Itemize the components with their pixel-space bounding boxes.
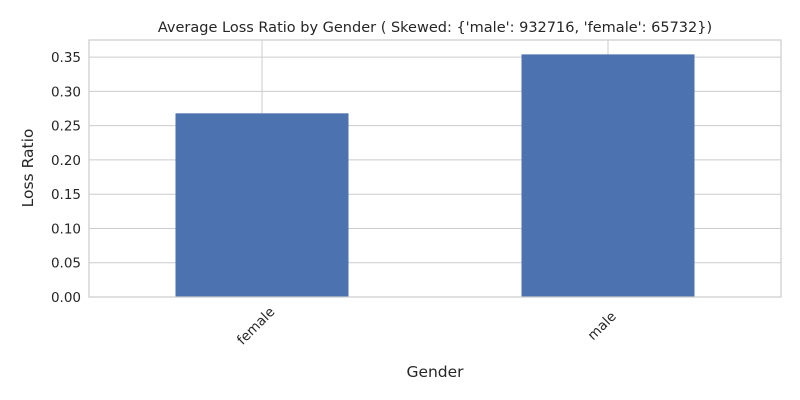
y-tick-label: 0.20	[51, 153, 81, 169]
y-axis-label: Loss Ratio	[19, 129, 37, 208]
chart-title: Average Loss Ratio by Gender ( Skewed: {…	[158, 20, 712, 36]
y-tick-label: 0.05	[51, 256, 81, 272]
y-tick-label: 0.15	[51, 187, 81, 203]
y-tick-label: 0.00	[51, 290, 81, 306]
y-tick-label: 0.30	[51, 84, 81, 100]
bar-female	[175, 113, 349, 298]
y-tick-label: 0.25	[51, 119, 81, 135]
bars	[175, 54, 695, 298]
y-tick-label: 0.35	[51, 50, 81, 66]
x-axis-label: Gender	[406, 363, 464, 381]
y-tick-labels: 0.00 0.05 0.10 0.15 0.20 0.25 0.30 0.35	[51, 50, 81, 306]
bar-male	[521, 54, 695, 297]
plot-frame	[88, 39, 782, 298]
y-tick-label: 0.10	[51, 221, 81, 237]
